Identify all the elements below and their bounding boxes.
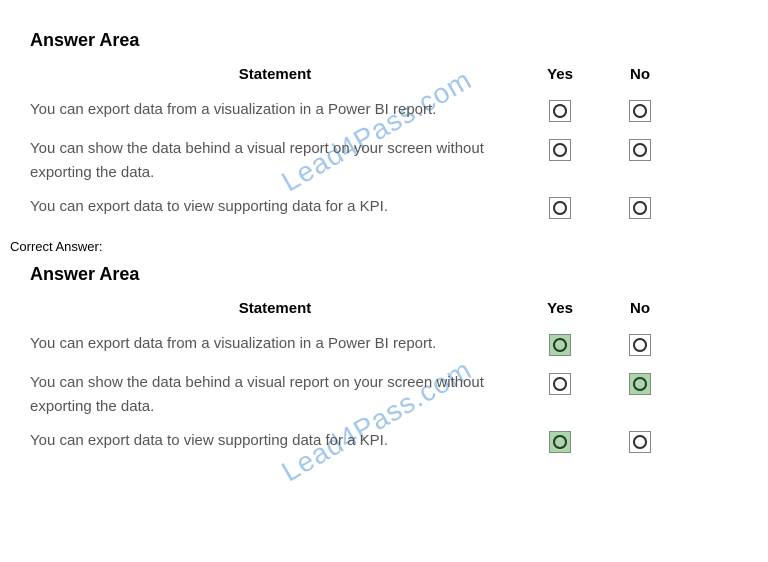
no-option[interactable] bbox=[600, 195, 680, 224]
radio-icon bbox=[549, 197, 571, 219]
radio-icon bbox=[549, 100, 571, 122]
yes-option[interactable] bbox=[520, 137, 600, 166]
statement-text: You can show the data behind a visual re… bbox=[30, 137, 520, 185]
no-option[interactable] bbox=[600, 137, 680, 166]
no-option[interactable] bbox=[600, 429, 680, 458]
statement-text: You can export data to view supporting d… bbox=[30, 429, 520, 453]
no-option[interactable] bbox=[600, 332, 680, 361]
question-title: Answer Area bbox=[30, 30, 738, 51]
statement-text: You can export data from a visualization… bbox=[30, 98, 520, 122]
no-header: No bbox=[600, 300, 680, 317]
answer-title: Answer Area bbox=[30, 264, 738, 285]
radio-icon bbox=[629, 100, 651, 122]
radio-icon bbox=[629, 197, 651, 219]
header-row: Statement Yes No bbox=[30, 66, 738, 83]
yes-option[interactable] bbox=[520, 195, 600, 224]
radio-icon bbox=[549, 373, 571, 395]
statement-text: You can show the data behind a visual re… bbox=[30, 371, 520, 419]
radio-icon bbox=[549, 139, 571, 161]
table-row: You can show the data behind a visual re… bbox=[30, 137, 738, 185]
yes-option[interactable] bbox=[520, 371, 600, 400]
table-row: You can export data to view supporting d… bbox=[30, 429, 738, 458]
table-row: You can export data from a visualization… bbox=[30, 332, 738, 361]
question-table: Statement Yes No You can export data fro… bbox=[30, 66, 738, 224]
yes-option[interactable] bbox=[520, 429, 600, 458]
radio-icon bbox=[549, 334, 571, 356]
header-row: Statement Yes No bbox=[30, 300, 738, 317]
statement-header: Statement bbox=[30, 66, 520, 83]
statement-text: You can export data to view supporting d… bbox=[30, 195, 520, 219]
yes-header: Yes bbox=[520, 300, 600, 317]
no-option[interactable] bbox=[600, 371, 680, 400]
statement-header: Statement bbox=[30, 300, 520, 317]
no-header: No bbox=[600, 66, 680, 83]
statement-text: You can export data from a visualization… bbox=[30, 332, 520, 356]
table-row: You can show the data behind a visual re… bbox=[30, 371, 738, 419]
radio-icon bbox=[549, 431, 571, 453]
radio-icon bbox=[629, 139, 651, 161]
radio-icon bbox=[629, 373, 651, 395]
answer-table: Statement Yes No You can export data fro… bbox=[30, 300, 738, 458]
no-option[interactable] bbox=[600, 98, 680, 127]
yes-header: Yes bbox=[520, 66, 600, 83]
radio-icon bbox=[629, 334, 651, 356]
yes-option[interactable] bbox=[520, 98, 600, 127]
correct-answer-label: Correct Answer: bbox=[10, 239, 738, 254]
table-row: You can export data from a visualization… bbox=[30, 98, 738, 127]
table-row: You can export data to view supporting d… bbox=[30, 195, 738, 224]
yes-option[interactable] bbox=[520, 332, 600, 361]
radio-icon bbox=[629, 431, 651, 453]
